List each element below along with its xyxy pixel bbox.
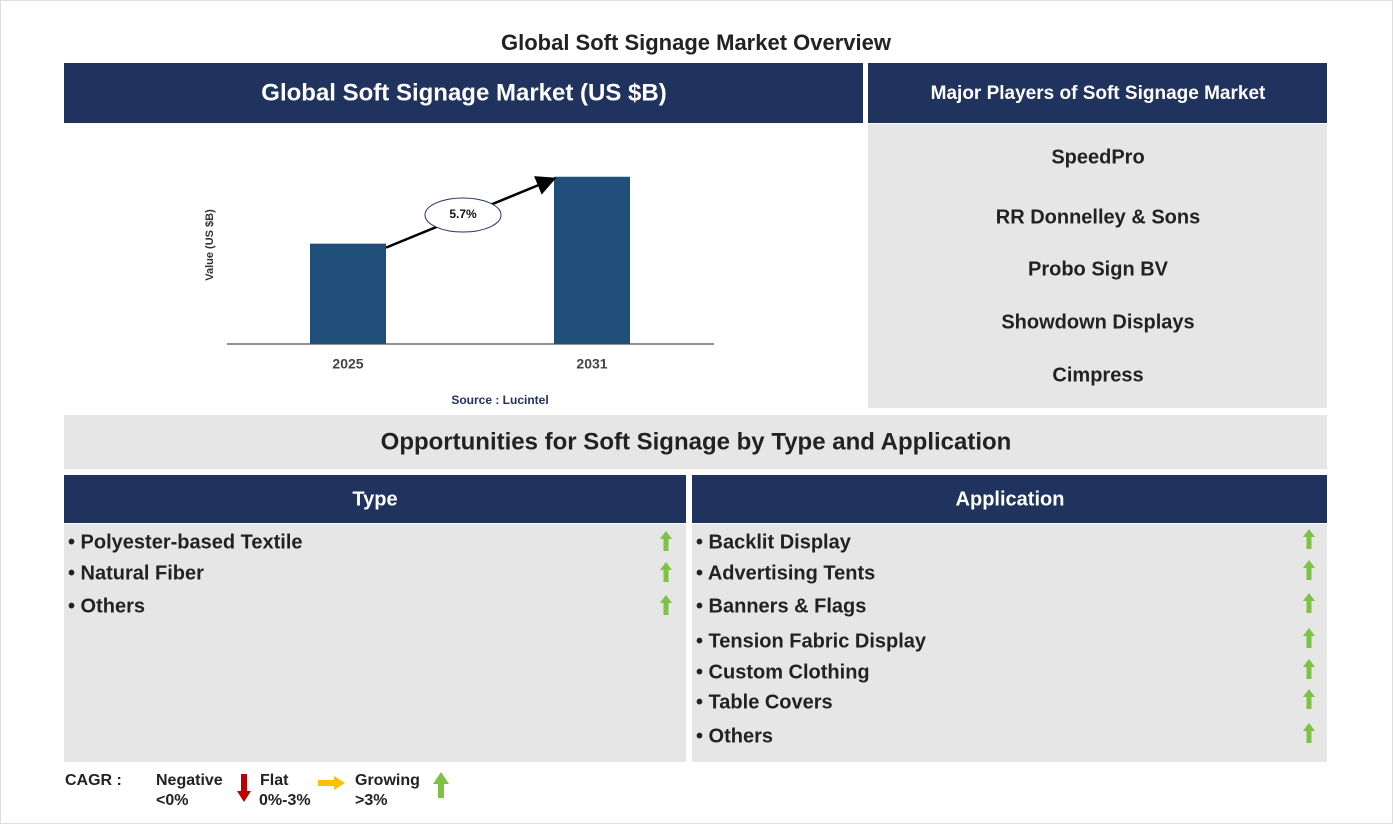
growth-arrow-icon [660, 562, 672, 582]
application-item: • Backlit Display [696, 531, 852, 553]
type-header-bg [64, 475, 686, 523]
players-body-bg [868, 124, 1327, 408]
market-header: Global Soft Signage Market (US $B) [261, 79, 666, 106]
market-header-bg [64, 63, 863, 123]
legend-label: CAGR : [65, 772, 122, 789]
application-header: Application [956, 488, 1065, 510]
type-item: • Others [68, 595, 145, 617]
growth-arrow-icon [1303, 560, 1315, 580]
page-title: Global Soft Signage Market Overview [501, 30, 892, 55]
growing-arrow-icon [433, 772, 449, 798]
player-name: Showdown Displays [1001, 311, 1194, 333]
legend-growing-range: >3% [355, 792, 387, 809]
application-item: • Tension Fabric Display [696, 630, 927, 652]
y-axis-label: Value (US $B) [204, 209, 216, 281]
legend-negative-range: <0% [156, 792, 188, 809]
growth-arrow-icon [1303, 689, 1315, 709]
type-body-bg [64, 524, 686, 762]
flat-arrow-icon [318, 776, 345, 790]
player-name: RR Donnelley & Sons [996, 206, 1200, 228]
type-item: • Natural Fiber [68, 562, 204, 584]
x-tick-label: 2025 [332, 356, 363, 372]
bar [310, 243, 386, 344]
application-item: • Table Covers [696, 691, 833, 713]
annotation: 5.7% [449, 207, 477, 221]
x-tick-label: 2031 [576, 356, 607, 372]
legend-flat: Flat [260, 772, 289, 789]
legend-negative: Negative [156, 772, 223, 789]
legend-growing: Growing [355, 772, 420, 789]
player-name: Probo Sign BV [1028, 258, 1169, 280]
application-header-bg [692, 475, 1327, 523]
players-header-bg [868, 63, 1327, 123]
opportunities-title: Opportunities for Soft Signage by Type a… [381, 428, 1012, 455]
growth-arrow-icon [1303, 628, 1315, 648]
negative-arrow-icon [237, 774, 251, 802]
opportunities-banner-bg [64, 415, 1327, 469]
type-header: Type [352, 488, 397, 510]
application-body-bg [692, 524, 1327, 762]
growth-arrow-icon [1303, 529, 1315, 549]
application-item: • Banners & Flags [696, 595, 866, 617]
application-item: • Advertising Tents [696, 562, 875, 584]
growth-arrow-icon [1303, 659, 1315, 679]
source: Source : Lucintel [451, 393, 548, 407]
legend-flat-range: 0%-3% [259, 792, 311, 809]
bar [554, 176, 630, 344]
growth-arrow-icon [660, 531, 672, 551]
growth-arrow-icon [1303, 723, 1315, 743]
type-item: • Polyester-based Textile [68, 531, 303, 553]
player-name: SpeedPro [1051, 146, 1144, 168]
annotation-bubble [424, 197, 502, 233]
application-item: • Custom Clothing [696, 661, 870, 683]
player-name: Cimpress [1052, 364, 1143, 386]
application-item: • Others [696, 725, 773, 747]
growth-arrow-icon [660, 595, 672, 615]
players-header: Major Players of Soft Signage Market [931, 83, 1266, 104]
growth-arrow-icon [1303, 593, 1315, 613]
